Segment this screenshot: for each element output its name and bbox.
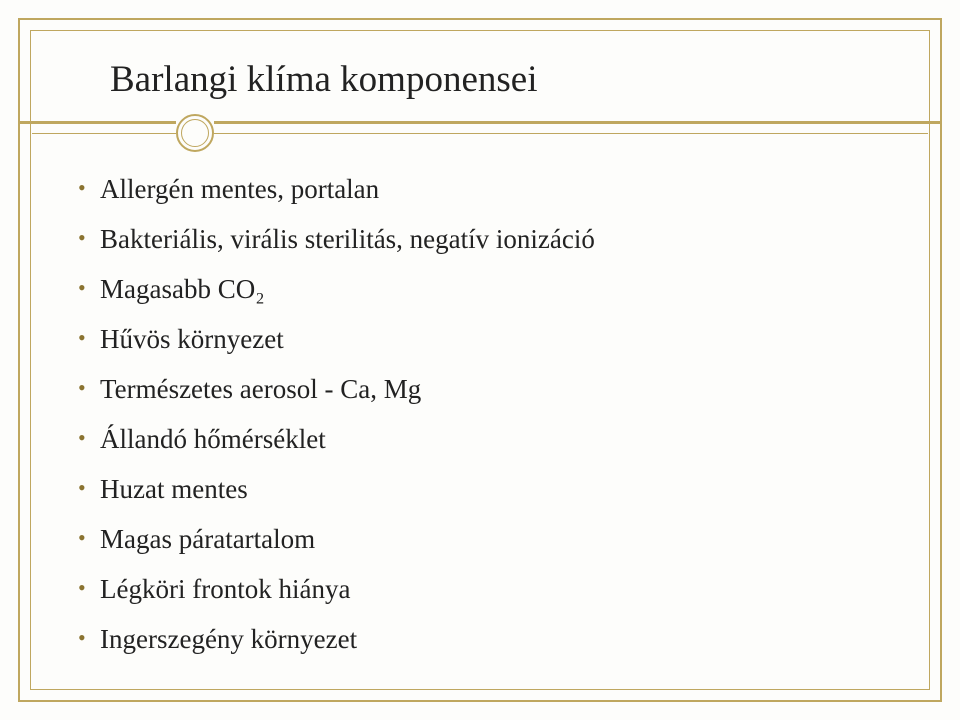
slide: Barlangi klíma komponensei Allergén ment… [0, 0, 960, 720]
bullet-list: Allergén mentes, portalan Bakteriális, v… [78, 170, 900, 660]
bullet-item: Bakteriális, virális sterilitás, negatív… [78, 220, 900, 260]
divider-inner [32, 133, 928, 134]
circle-ornament [176, 114, 214, 152]
bullet-item: Ingerszegény környezet [78, 620, 900, 660]
bullet-item: Természetes aerosol - Ca, Mg [78, 370, 900, 410]
content-area: Allergén mentes, portalan Bakteriális, v… [78, 170, 900, 670]
divider-outer [20, 121, 940, 124]
bullet-item: Állandó hőmérséklet [78, 420, 900, 460]
bullet-item: Légköri frontok hiánya [78, 570, 900, 610]
bullet-item: Huzat mentes [78, 470, 900, 510]
bullet-item: Allergén mentes, portalan [78, 170, 900, 210]
bullet-item: Hűvös környezet [78, 320, 900, 360]
bullet-item: Magas páratartalom [78, 520, 900, 560]
slide-title: Barlangi klíma komponensei [110, 58, 900, 101]
bullet-item: Magasabb CO₂ [78, 270, 900, 310]
